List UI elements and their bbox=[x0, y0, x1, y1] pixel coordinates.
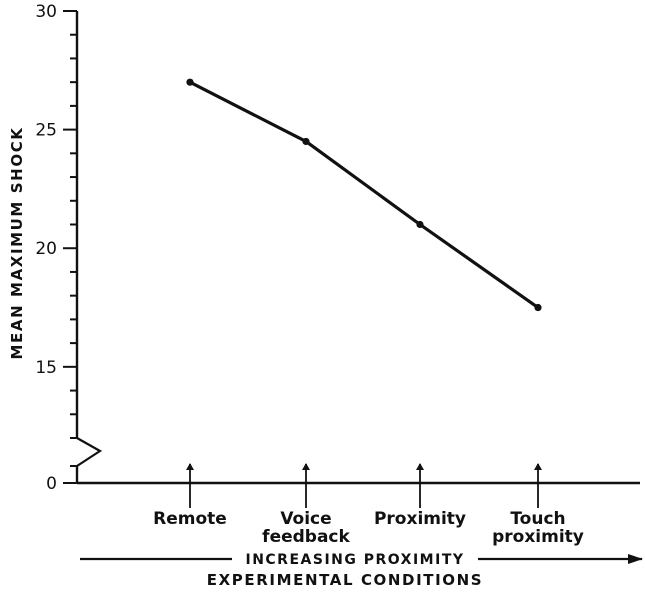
y-axis: 0 15 20 25 30 bbox=[35, 2, 103, 494]
y-tick-label: 30 bbox=[35, 2, 57, 22]
category-label: Remote bbox=[153, 509, 227, 529]
data-point bbox=[416, 220, 424, 229]
y-tick-label: 15 bbox=[35, 358, 57, 378]
y-axis-title: MEAN MAXIMUM SHOCK bbox=[8, 126, 26, 359]
data-point bbox=[186, 78, 194, 86]
category-label: Proximity bbox=[374, 509, 466, 529]
y-tick-label: 25 bbox=[35, 121, 57, 141]
y-tick-label: 20 bbox=[35, 239, 57, 259]
y-axis-break bbox=[76, 437, 103, 467]
category-label: Touch proximity bbox=[492, 509, 584, 547]
category-label: Voice feedback bbox=[262, 509, 350, 547]
series-layer bbox=[186, 78, 542, 312]
x-axis-title: EXPERIMENTAL CONDITIONS bbox=[207, 571, 483, 589]
series-line bbox=[189, 80, 539, 309]
data-point bbox=[534, 303, 542, 312]
y-tick-label: 0 bbox=[46, 474, 57, 494]
category-labels: Remote Voice feedback Proximity Touch proximi… bbox=[153, 463, 584, 547]
proximity-annotation: INCREASING PROXIMITY bbox=[245, 552, 464, 568]
data-point bbox=[302, 137, 310, 146]
